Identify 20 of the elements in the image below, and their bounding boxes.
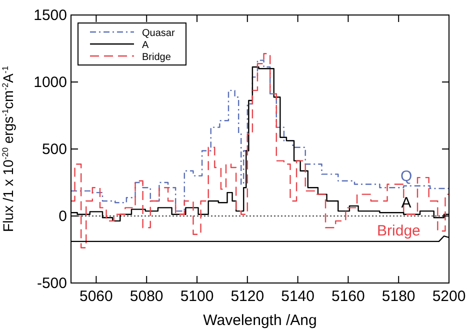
x-tick-label: 5120 [230,288,264,305]
x-tick-label: 5140 [281,288,314,305]
y-tick-label: 1000 [34,74,67,91]
x-tick-label: 5160 [332,288,365,305]
y-tick-label: 500 [42,141,67,158]
y-tick-label: 1500 [34,7,67,24]
legend-label: Bridge [142,52,172,63]
x-tick-label: 5080 [130,288,164,305]
legend-label: A [142,40,149,51]
annotation: Bridge [377,222,420,240]
y-tick-label: -500 [36,275,67,292]
annotation: Q [400,168,412,185]
x-tick-label: 5180 [382,288,416,305]
legend-label: Quasar [142,28,176,39]
annotation: A [401,194,412,212]
x-tick-label: 5060 [80,288,113,305]
y-tick-label: 0 [58,208,67,225]
x-tick-label: 5100 [180,288,214,305]
x-axis-title: Wavelength /Ang [203,312,317,329]
x-tick-label: 5200 [432,288,466,305]
